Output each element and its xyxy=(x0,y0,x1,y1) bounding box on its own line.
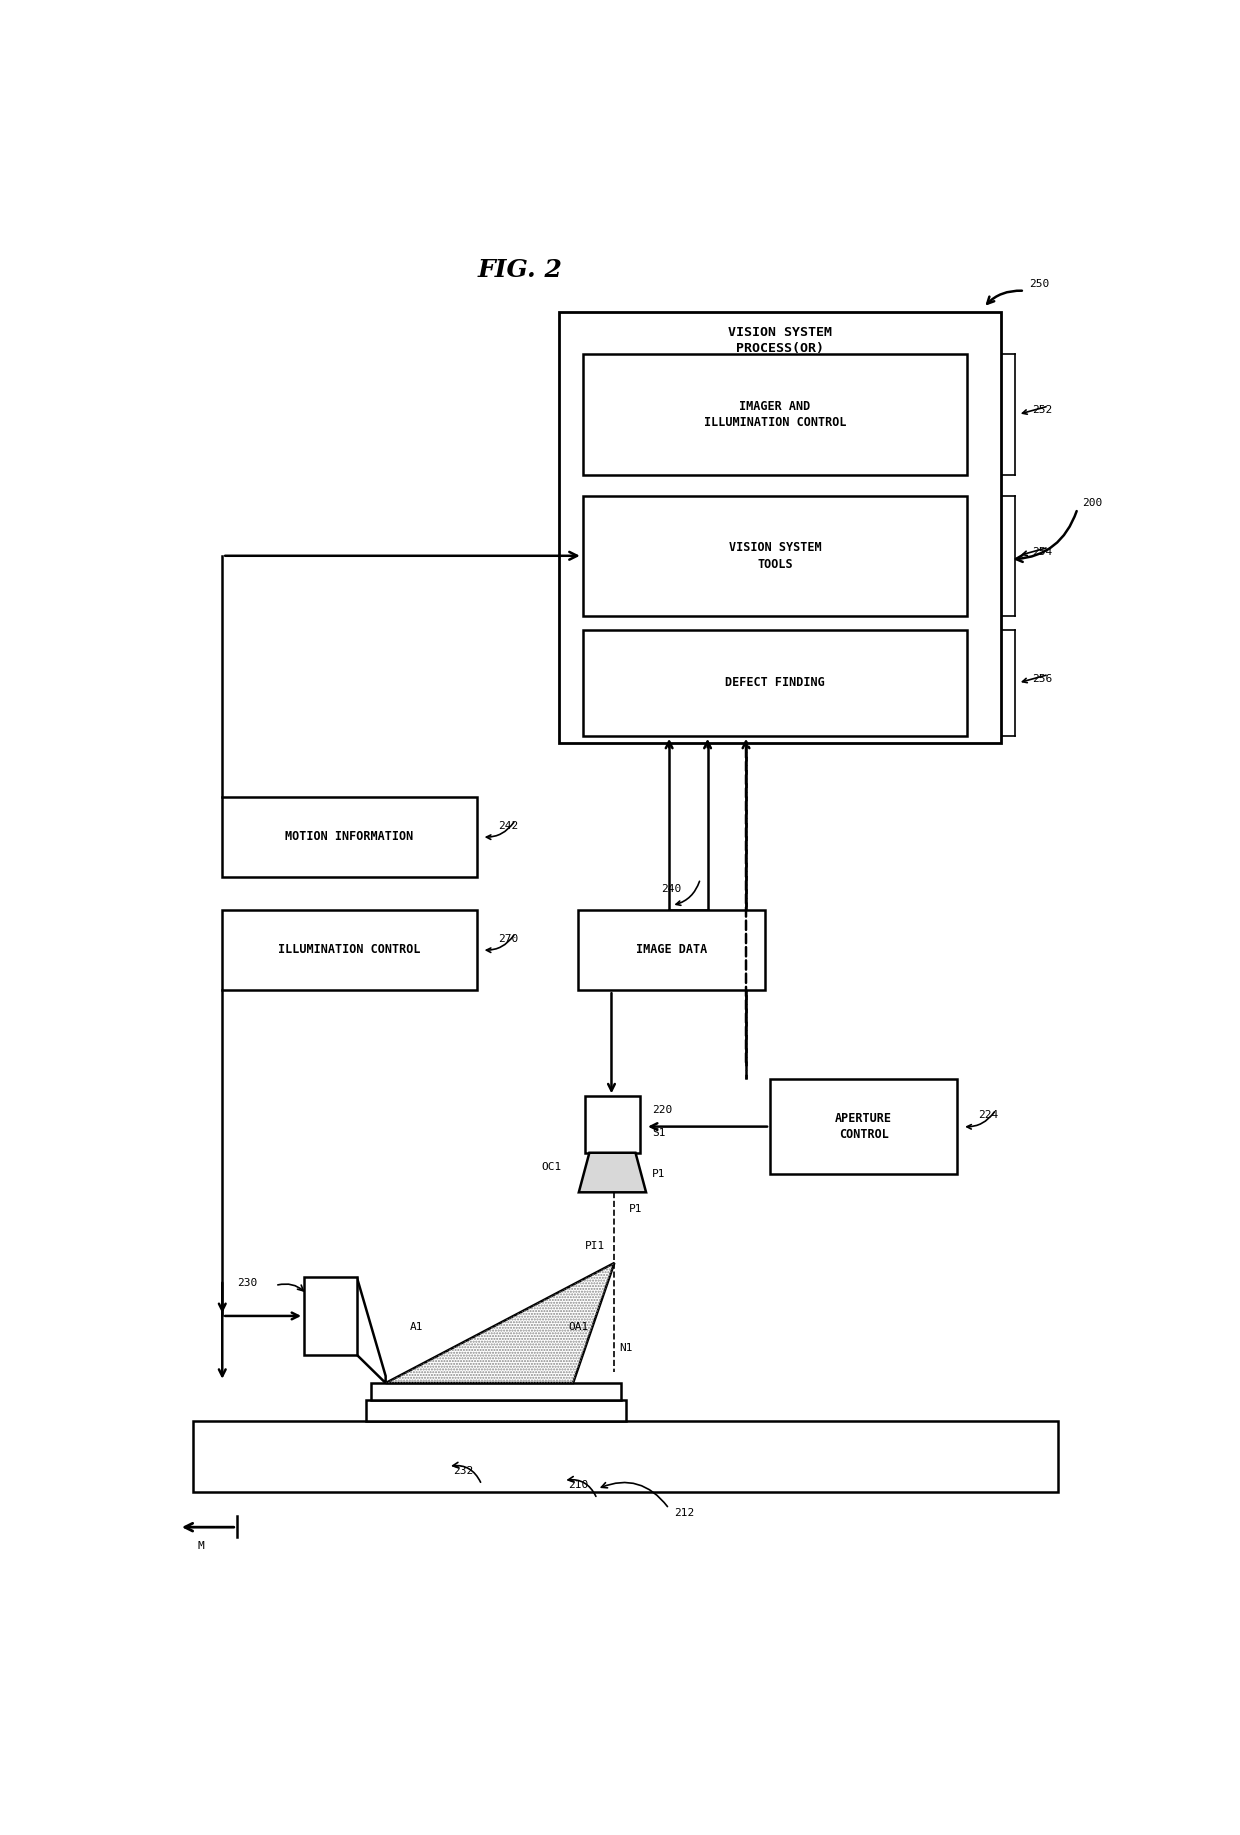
Text: P1: P1 xyxy=(629,1204,642,1215)
Text: 242: 242 xyxy=(498,820,518,831)
Text: 252: 252 xyxy=(1033,406,1053,415)
Text: OC1: OC1 xyxy=(542,1162,562,1173)
Text: PI1: PI1 xyxy=(584,1240,605,1251)
Text: A1: A1 xyxy=(409,1321,423,1332)
FancyBboxPatch shape xyxy=(578,910,765,991)
Text: 212: 212 xyxy=(675,1508,694,1518)
Text: APERTURE
CONTROL: APERTURE CONTROL xyxy=(836,1112,893,1141)
Text: M: M xyxy=(197,1541,205,1551)
FancyBboxPatch shape xyxy=(304,1277,357,1354)
FancyBboxPatch shape xyxy=(583,354,967,475)
FancyBboxPatch shape xyxy=(583,629,967,736)
Text: FIG. 2: FIG. 2 xyxy=(477,257,563,281)
FancyBboxPatch shape xyxy=(193,1420,1059,1492)
Text: 210: 210 xyxy=(568,1479,589,1490)
FancyBboxPatch shape xyxy=(558,312,1001,743)
FancyBboxPatch shape xyxy=(367,1400,626,1420)
FancyBboxPatch shape xyxy=(770,1079,957,1174)
Text: 250: 250 xyxy=(1029,279,1050,288)
Text: P1: P1 xyxy=(652,1169,666,1178)
FancyBboxPatch shape xyxy=(222,796,477,877)
Text: 230: 230 xyxy=(237,1277,257,1288)
Text: 224: 224 xyxy=(978,1110,999,1121)
Text: 254: 254 xyxy=(1033,547,1053,556)
Text: IMAGER AND
ILLUMINATION CONTROL: IMAGER AND ILLUMINATION CONTROL xyxy=(703,400,846,429)
Text: 256: 256 xyxy=(1033,673,1053,684)
Text: N1: N1 xyxy=(619,1343,632,1352)
FancyBboxPatch shape xyxy=(584,1095,640,1152)
Text: OA1: OA1 xyxy=(568,1321,589,1332)
Text: 220: 220 xyxy=(652,1105,672,1116)
Text: S1: S1 xyxy=(652,1129,666,1138)
Text: 270: 270 xyxy=(498,934,518,943)
FancyBboxPatch shape xyxy=(583,495,967,617)
Text: IMAGE DATA: IMAGE DATA xyxy=(636,943,707,956)
FancyBboxPatch shape xyxy=(371,1384,621,1400)
Text: 200: 200 xyxy=(1083,497,1102,508)
Text: VISION SYSTEM
PROCESS(OR): VISION SYSTEM PROCESS(OR) xyxy=(728,325,832,354)
Polygon shape xyxy=(357,1277,386,1384)
Polygon shape xyxy=(386,1262,614,1384)
Text: MOTION INFORMATION: MOTION INFORMATION xyxy=(285,831,414,844)
Text: 232: 232 xyxy=(453,1466,474,1475)
FancyBboxPatch shape xyxy=(222,910,477,991)
Text: DEFECT FINDING: DEFECT FINDING xyxy=(725,677,825,690)
Text: VISION SYSTEM
TOOLS: VISION SYSTEM TOOLS xyxy=(729,541,821,571)
Text: ILLUMINATION CONTROL: ILLUMINATION CONTROL xyxy=(278,943,420,956)
Polygon shape xyxy=(579,1152,646,1193)
Text: 240: 240 xyxy=(661,883,682,894)
